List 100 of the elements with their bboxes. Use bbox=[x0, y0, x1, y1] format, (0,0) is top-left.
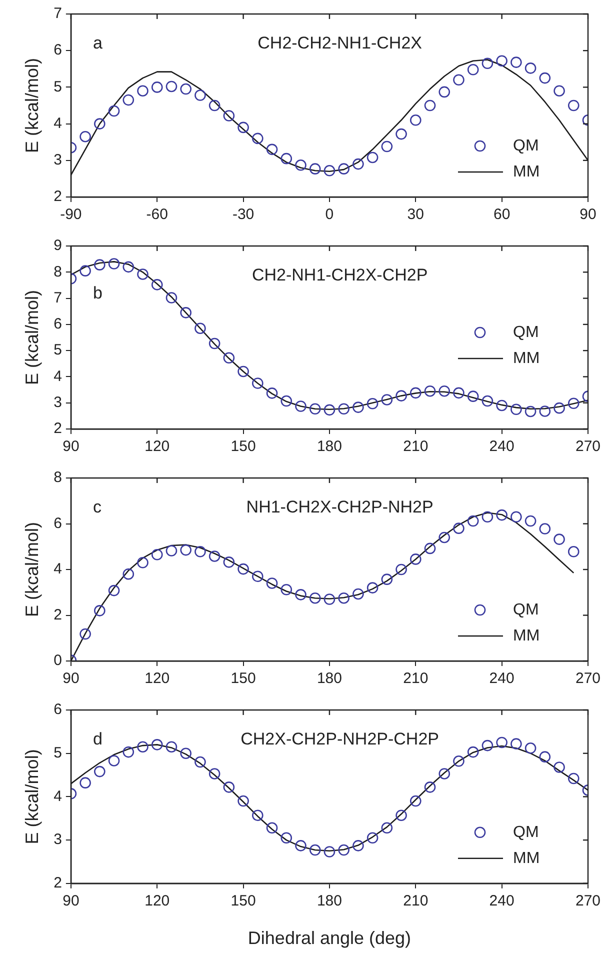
legend-label: MM bbox=[513, 627, 540, 644]
point bbox=[381, 394, 393, 406]
x-tick-label: 120 bbox=[144, 892, 170, 910]
y-tick-label: 3 bbox=[54, 394, 62, 411]
y-tick-label: 6 bbox=[54, 316, 62, 333]
point bbox=[151, 279, 163, 290]
y-tick-label: 6 bbox=[54, 42, 62, 59]
point bbox=[424, 542, 436, 554]
x-tick-label: 150 bbox=[230, 438, 256, 456]
point bbox=[108, 258, 120, 270]
point bbox=[137, 556, 148, 568]
point bbox=[122, 261, 134, 273]
x-tick-label: 240 bbox=[489, 438, 514, 456]
point bbox=[381, 574, 393, 585]
point bbox=[352, 840, 364, 852]
point bbox=[510, 511, 522, 523]
y-axis-title: E (kcal/mol) bbox=[22, 58, 42, 154]
point bbox=[568, 546, 580, 558]
point bbox=[410, 795, 422, 807]
point bbox=[568, 398, 580, 410]
x-tick-label: 270 bbox=[575, 670, 601, 688]
y-tick-label: 2 bbox=[54, 874, 62, 892]
x-tick-label: 210 bbox=[403, 670, 428, 688]
point bbox=[524, 406, 536, 418]
point bbox=[554, 402, 565, 414]
point bbox=[94, 118, 106, 130]
point bbox=[166, 80, 178, 92]
point bbox=[194, 546, 206, 558]
x-tick-label: 150 bbox=[230, 892, 256, 910]
point bbox=[295, 400, 306, 412]
y-tick-label: 4 bbox=[54, 368, 62, 385]
point bbox=[266, 144, 278, 156]
x-tick-label: 0 bbox=[325, 206, 334, 224]
point bbox=[280, 395, 292, 407]
point bbox=[496, 55, 508, 66]
annotation: c bbox=[92, 498, 102, 517]
point bbox=[166, 545, 178, 556]
y-tick-label: 2 bbox=[54, 420, 62, 438]
point bbox=[295, 589, 306, 600]
point bbox=[280, 832, 292, 844]
x-tick-label: 180 bbox=[316, 670, 342, 688]
y-tick-label: 2 bbox=[54, 606, 62, 624]
point bbox=[238, 795, 249, 807]
point bbox=[524, 515, 536, 527]
legend-label: QM bbox=[513, 824, 539, 841]
point bbox=[80, 777, 91, 788]
point bbox=[539, 523, 551, 534]
x-tick-label: -60 bbox=[146, 206, 168, 224]
point bbox=[568, 100, 580, 112]
point bbox=[194, 756, 206, 768]
legend-label: MM bbox=[513, 850, 540, 867]
point bbox=[324, 846, 336, 858]
point bbox=[539, 72, 551, 84]
point bbox=[280, 584, 292, 596]
point bbox=[208, 768, 220, 780]
point bbox=[223, 110, 235, 122]
annotation: d bbox=[92, 730, 102, 749]
point bbox=[108, 755, 120, 766]
point bbox=[309, 592, 321, 604]
y-tick-label: 7 bbox=[54, 289, 62, 306]
y-tick-label: 3 bbox=[54, 152, 62, 169]
x-tick-label: 60 bbox=[493, 206, 510, 224]
point bbox=[424, 782, 436, 793]
point bbox=[266, 388, 278, 399]
point bbox=[338, 403, 350, 415]
annotation: NH1-CH2X-CH2P-NH2P bbox=[246, 498, 434, 517]
point bbox=[554, 534, 565, 545]
point bbox=[151, 548, 163, 560]
point bbox=[467, 64, 479, 76]
point bbox=[309, 403, 321, 415]
x-tick-label: 120 bbox=[144, 670, 170, 688]
point bbox=[453, 756, 464, 767]
y-tick-label: 2 bbox=[54, 188, 62, 206]
x-tick-label: 240 bbox=[489, 670, 514, 688]
point bbox=[482, 740, 494, 752]
point bbox=[467, 390, 479, 402]
point bbox=[467, 746, 479, 758]
point bbox=[151, 739, 163, 750]
point bbox=[94, 605, 106, 616]
point bbox=[122, 746, 134, 758]
point bbox=[410, 387, 422, 399]
y-tick-label: 4 bbox=[54, 114, 62, 132]
point bbox=[324, 594, 336, 605]
point bbox=[524, 62, 536, 74]
point bbox=[539, 751, 551, 762]
y-tick-label: 4 bbox=[54, 788, 62, 805]
point bbox=[352, 402, 364, 413]
point bbox=[438, 532, 450, 544]
point bbox=[396, 810, 407, 821]
y-tick-label: 7 bbox=[54, 5, 62, 22]
point bbox=[151, 82, 163, 93]
point bbox=[280, 152, 292, 164]
point bbox=[352, 158, 364, 170]
point bbox=[122, 568, 134, 580]
x-tick-label: 30 bbox=[407, 206, 424, 224]
x-tick-label: 180 bbox=[316, 438, 342, 456]
point bbox=[208, 338, 220, 350]
y-axis-title: E (kcal/mol) bbox=[22, 522, 42, 618]
point bbox=[438, 768, 450, 780]
x-tick-label: 210 bbox=[403, 438, 428, 456]
